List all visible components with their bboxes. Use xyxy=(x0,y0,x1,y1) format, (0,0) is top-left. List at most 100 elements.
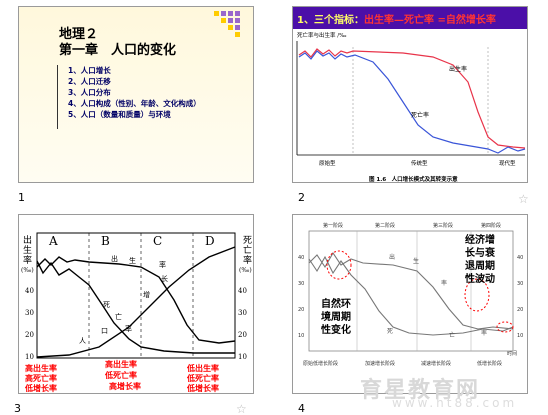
stage-label: 传统型 xyxy=(411,159,428,167)
right-note: 性波动 xyxy=(464,272,495,285)
stage-bc-text: 高出生率 xyxy=(105,359,137,369)
tick-label: 30 xyxy=(517,281,523,287)
right-axis-label: 亡 xyxy=(243,244,252,256)
tick-label: 10 xyxy=(517,333,523,339)
tick-label: 10 xyxy=(298,333,304,339)
slide2-ylabel: 死亡率与出生率 /‰ xyxy=(297,31,347,39)
curve-label: 增 xyxy=(143,290,150,299)
natural-growth-curve xyxy=(36,246,236,358)
bottom-stage-label: 低增长阶段 xyxy=(477,360,502,367)
header-prefix: 1、三个指标： xyxy=(297,15,364,26)
right-axis-label: (‰) xyxy=(239,267,252,274)
list-item: 5、人口（数量和质量）与环境 xyxy=(68,110,171,119)
tick-label: 10 xyxy=(238,353,247,361)
curve-label: 人 xyxy=(79,337,86,345)
curve-label: 出 xyxy=(389,253,395,261)
curve-label: 生 xyxy=(413,257,419,265)
tick-label: 40 xyxy=(298,255,304,261)
left-note: 境周期 xyxy=(321,310,351,323)
curve-label: 生 xyxy=(129,256,136,265)
death-rate-curve xyxy=(36,260,235,354)
list-item: 2、人口迁移 xyxy=(68,77,111,86)
stage-a-text: 高死亡率 xyxy=(25,373,57,383)
tick-label: 30 xyxy=(25,309,34,317)
slide-thumbnail-1[interactable]: 地理２ 第一章 人口的变化 1、人口增长 2、人口迁移 3、人口分布 4、人口构… xyxy=(18,6,254,183)
star-icon[interactable]: ☆ xyxy=(518,192,529,206)
tick-label: 20 xyxy=(517,307,523,313)
curve-label: 亡 xyxy=(449,331,455,339)
star-icon[interactable]: ☆ xyxy=(236,402,247,415)
slide-thumbnail-4[interactable]: 第一阶段 第二阶段 第三阶段 第四阶段 原始低增长阶段 加速增长阶段 减速增长阶… xyxy=(292,214,528,394)
tick-label: 30 xyxy=(298,281,304,287)
birth-rate-line xyxy=(298,48,526,149)
bottom-stage-label: 原始低增长阶段 xyxy=(303,360,338,367)
slide-number-2: 2 xyxy=(298,191,305,204)
stage-d-text: 低增长率 xyxy=(186,383,219,393)
right-note: 长与衰 xyxy=(465,246,496,259)
slide-thumbnail-2[interactable]: 1、三个指标：出生率—死亡率 =自然增长率 死亡率与出生率 /‰ 出生率 死亡率… xyxy=(292,6,528,183)
stage-label: 第二阶段 xyxy=(375,222,395,229)
tick-label: 20 xyxy=(238,331,247,339)
right-axis-label: 死 xyxy=(243,235,252,246)
left-axis-label: 生 xyxy=(23,244,32,256)
list-item: 1、人口增长 xyxy=(68,66,111,75)
stage-d-text: 低死亡率 xyxy=(186,373,219,383)
tick-label: 20 xyxy=(298,307,304,313)
slide-number-1: 1 xyxy=(18,191,25,204)
right-note: 经济增 xyxy=(465,233,495,246)
slide-thumbnail-3[interactable]: 出 生 率 (‰) 死 亡 率 (‰) A B C D 40 30 20 10 … xyxy=(18,214,254,394)
watermark-text: 育星教育网 xyxy=(360,377,481,403)
curve-label: 出 xyxy=(111,254,118,263)
curve-label: 死 xyxy=(103,301,110,309)
death-rate-curve xyxy=(308,255,514,336)
plot-frame xyxy=(36,232,236,359)
plot-frame xyxy=(308,230,514,352)
tick-label: 10 xyxy=(25,353,34,361)
slide2-header-bar xyxy=(293,7,527,29)
slide1-title: 地理２ xyxy=(59,27,99,42)
bottom-stage-label: 加速增长阶段 xyxy=(365,360,395,367)
bottom-stage-label: 减速增长阶段 xyxy=(421,360,451,367)
death-rate-line xyxy=(298,50,526,154)
slide4-chart: 第一阶段 第二阶段 第三阶段 第四阶段 原始低增长阶段 加速增长阶段 减速增长阶… xyxy=(298,222,523,367)
stage-a-text: 高出生率 xyxy=(25,363,57,373)
slide2-caption: 图 1.6 人口增长模式及其转变示意 xyxy=(369,177,458,183)
list-item: 3、人口分布 xyxy=(68,88,111,97)
phase-label: C xyxy=(153,234,162,248)
tick-label: 20 xyxy=(25,331,34,339)
birth-label: 出生率 xyxy=(449,65,467,73)
phase-label: B xyxy=(101,234,110,248)
stage-label: 第一阶段 xyxy=(323,222,343,229)
right-axis-label: 率 xyxy=(243,254,252,266)
header-formula: 出生率—死亡率 =自然增长率 xyxy=(363,15,496,26)
tick-label: 40 xyxy=(25,287,34,295)
curve-label: 长 xyxy=(161,274,168,283)
birth-rate-curve xyxy=(36,256,236,344)
slide2-header: 1、三个指标：出生率—死亡率 =自然增长率 xyxy=(297,11,496,26)
curve-label: 死 xyxy=(387,328,393,335)
highlight-circle xyxy=(496,321,514,333)
highlight-circle xyxy=(464,278,490,312)
curve-label: 口 xyxy=(101,327,108,335)
watermark-url: www.ht88.com xyxy=(392,396,518,410)
curve-label: 率 xyxy=(441,279,447,287)
stage-label: 现代型 xyxy=(499,159,516,167)
curve-label: 率 xyxy=(159,260,166,269)
left-axis-label: 率 xyxy=(23,254,32,266)
slide1-subtitle: 第一章 人口的变化 xyxy=(59,43,177,58)
stage-a-text: 低增长率 xyxy=(24,383,57,393)
slide-number-3: 3 xyxy=(14,402,21,415)
slide3-chart: 出 生 率 (‰) 死 亡 率 (‰) A B C D 40 30 20 10 … xyxy=(21,232,252,393)
time-label: 时间 xyxy=(507,350,517,357)
list-item: 4、人口构成（性别、年龄、文化构成） xyxy=(68,99,201,108)
stage-label: 第四阶段 xyxy=(481,222,501,229)
slide1-topic-list: 1、人口增长 2、人口迁移 3、人口分布 4、人口构成（性别、年龄、文化构成） … xyxy=(57,65,247,129)
phase-label: A xyxy=(48,234,58,248)
stage-bc-text: 低死亡率 xyxy=(104,370,137,380)
stage-label: 原始型 xyxy=(319,159,336,167)
death-label: 死亡率 xyxy=(411,111,429,119)
left-note: 自然环 xyxy=(321,297,351,310)
tick-label: 40 xyxy=(517,255,523,261)
curve-label: 亡 xyxy=(115,312,122,321)
right-note: 退周期 xyxy=(465,259,495,272)
